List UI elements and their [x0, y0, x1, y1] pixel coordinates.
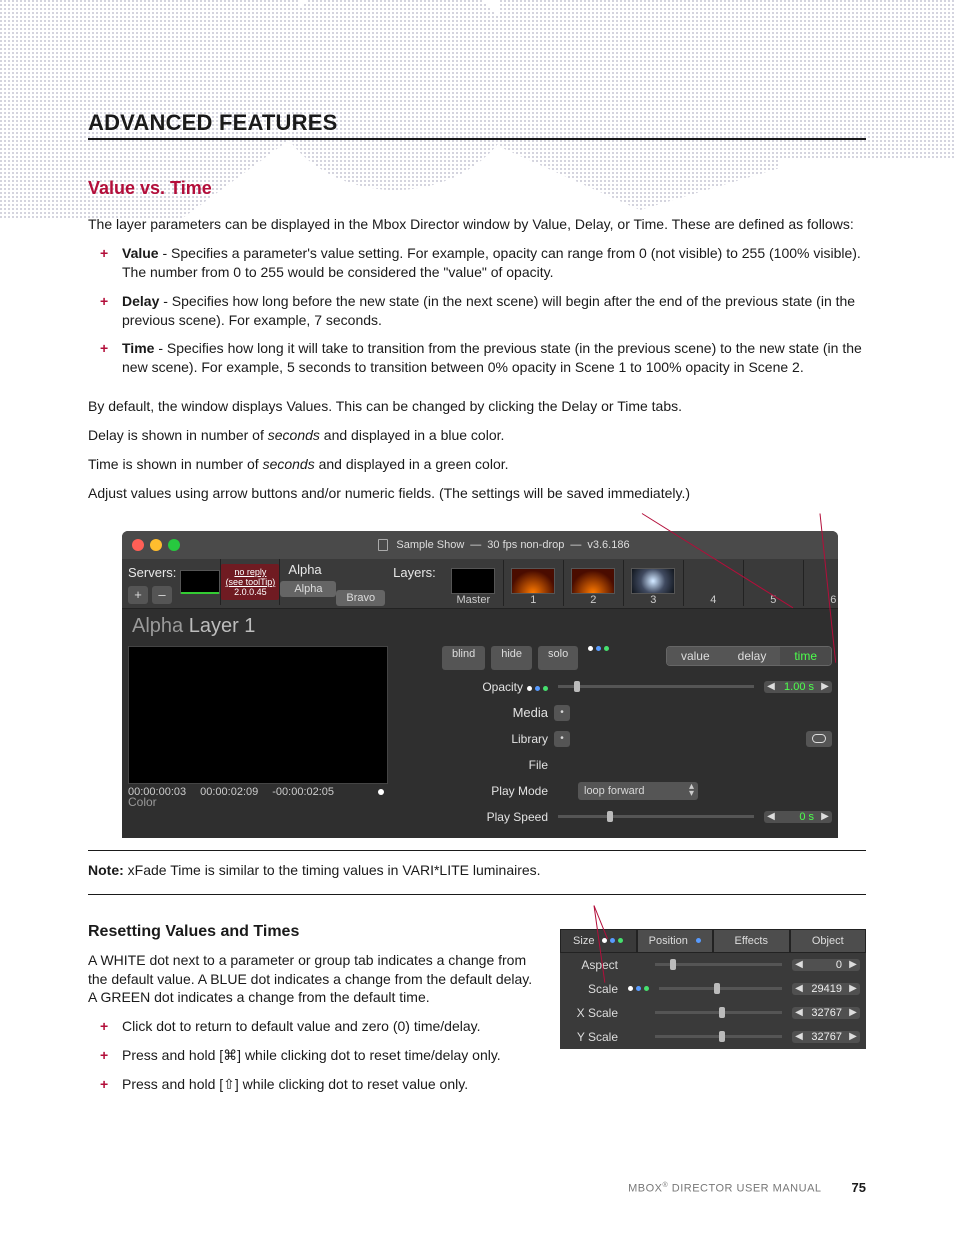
divider: [88, 894, 866, 895]
layer-tab-2[interactable]: 2: [564, 560, 624, 606]
section-title: Value vs. Time: [88, 178, 866, 199]
reset-list: +Click dot to return to default value an…: [96, 1017, 534, 1104]
server-tab-bravo[interactable]: Bravo: [336, 590, 385, 606]
intro-paragraph: The layer parameters can be displayed in…: [88, 215, 866, 234]
document-icon: [378, 539, 388, 551]
library-dot[interactable]: •: [554, 731, 570, 747]
definitions-list: +Value - Specifies a parameter's value s…: [96, 244, 866, 387]
list-item: +Delay - Specifies how long before the n…: [96, 292, 866, 340]
param-label: X Scale: [566, 1006, 618, 1020]
list-item: +Value - Specifies a parameter's value s…: [96, 244, 866, 292]
vdt-tabgroup: value delay time: [666, 646, 832, 666]
layer-tab-4[interactable]: 4: [684, 560, 744, 606]
hide-button[interactable]: hide: [491, 646, 532, 670]
blind-button[interactable]: blind: [442, 646, 485, 670]
param-label: Scale: [566, 982, 618, 996]
list-item: +Press and hold [⇧] while clicking dot t…: [96, 1075, 534, 1104]
divider: [88, 850, 866, 851]
window-titlebar[interactable]: Sample Show— 30 fps non-drop— v3.6.186: [122, 531, 838, 559]
page-title: ADVANCED FEATURES: [88, 110, 866, 140]
param-value-field[interactable]: ◀32767▶: [792, 1031, 860, 1043]
param-slider[interactable]: [655, 1011, 782, 1014]
close-icon[interactable]: [132, 539, 144, 551]
param-slider[interactable]: [655, 1035, 782, 1038]
tab-object[interactable]: Object: [790, 929, 867, 953]
param-slider[interactable]: [659, 987, 782, 990]
add-server-button[interactable]: +: [128, 586, 148, 604]
paragraph: Time is shown in number of seconds and d…: [88, 455, 866, 474]
param-value-field[interactable]: ◀32767▶: [792, 1007, 860, 1019]
layer-tab-3[interactable]: 3: [624, 560, 684, 606]
solo-button[interactable]: solo: [538, 646, 578, 670]
media-options-icon[interactable]: •: [554, 705, 570, 721]
app-window: Sample Show— 30 fps non-drop— v3.6.186 S…: [122, 531, 838, 838]
remove-server-button[interactable]: –: [152, 586, 172, 604]
window-title: Sample Show— 30 fps non-drop— v3.6.186: [180, 539, 828, 551]
color-label: Color: [128, 795, 388, 809]
layer-tab-1[interactable]: 1: [504, 560, 564, 606]
list-item: +Press and hold [⌘] while clicking dot t…: [96, 1046, 534, 1075]
subsection-title: Resetting Values and Times: [88, 923, 534, 941]
zoom-icon[interactable]: [168, 539, 180, 551]
param-row: Scale ◀29419▶: [560, 977, 866, 1001]
layers-label: Layers:: [393, 565, 436, 580]
change-dots[interactable]: [628, 986, 649, 991]
layer-title: Alpha Layer 1: [122, 609, 838, 644]
paragraph: By default, the window displays Values. …: [88, 397, 866, 416]
paragraph: Adjust values using arrow buttons and/or…: [88, 484, 866, 503]
playspeed-field[interactable]: ◀0 s▶: [764, 811, 832, 823]
size-panel: Size Position Effects Object Aspect◀0▶Sc…: [560, 929, 866, 1049]
param-label: Aspect: [566, 958, 618, 972]
visibility-icon[interactable]: [806, 731, 832, 747]
server-tab-alpha[interactable]: Alpha: [280, 581, 336, 597]
playspeed-slider[interactable]: [558, 815, 754, 818]
server-thumb-noreply[interactable]: no reply (see toolTip) 2.0.0.45: [221, 559, 280, 605]
tab-effects[interactable]: Effects: [713, 929, 790, 953]
paragraph: Delay is shown in number of seconds and …: [88, 426, 866, 445]
tab-position[interactable]: Position: [637, 929, 714, 953]
minimize-icon[interactable]: [150, 539, 162, 551]
note: Note: xFade Time is similar to the timin…: [88, 861, 866, 880]
param-row: X Scale ◀32767▶: [560, 1001, 866, 1025]
alpha-label: Alpha: [288, 562, 321, 577]
servers-label: Servers:: [128, 565, 176, 580]
list-item: +Time - Specifies how long it will take …: [96, 339, 866, 387]
preview-screen: [128, 646, 388, 784]
list-item: +Click dot to return to default value an…: [96, 1017, 534, 1046]
layer-tab-6[interactable]: 6: [804, 560, 838, 606]
page-footer: MBOX® DIRECTOR USER MANUAL 75: [88, 1180, 866, 1195]
param-slider[interactable]: [655, 963, 782, 966]
server-thumb[interactable]: [180, 559, 221, 605]
param-value-field[interactable]: ◀29419▶: [792, 983, 860, 995]
param-value-field[interactable]: ◀0▶: [792, 959, 860, 971]
playmode-dropdown[interactable]: loop forward▴▾: [578, 782, 698, 800]
paragraph: A WHITE dot next to a parameter or group…: [88, 951, 534, 1008]
opacity-slider[interactable]: [558, 685, 754, 688]
page-number: 75: [852, 1180, 866, 1195]
param-row: Aspect ◀0▶: [560, 953, 866, 977]
param-row: Y Scale ◀32767▶: [560, 1025, 866, 1049]
tab-delay[interactable]: delay: [724, 647, 781, 665]
tab-time[interactable]: time: [780, 647, 831, 665]
param-label: Y Scale: [566, 1030, 618, 1044]
opacity-time-field[interactable]: ◀1.00 s▶: [764, 681, 832, 693]
tab-value[interactable]: value: [667, 647, 724, 665]
layer-tab-master[interactable]: Master: [444, 560, 504, 606]
